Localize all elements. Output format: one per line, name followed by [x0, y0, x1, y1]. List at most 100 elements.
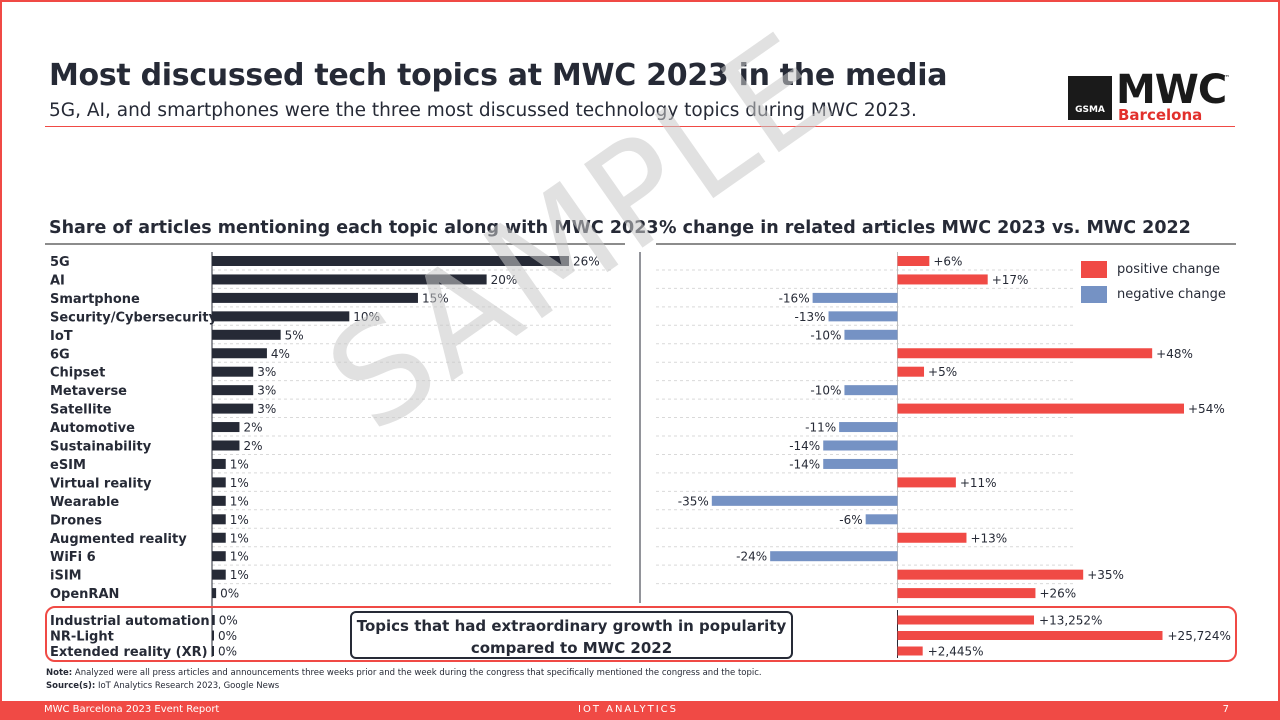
change-bar-security-cybersecurity — [828, 311, 898, 322]
change-label-openran: +26% — [1039, 587, 1076, 601]
legend-positive-label: positive change — [1117, 262, 1220, 277]
share-bar-isim — [212, 569, 226, 580]
change-label-extended-reality-xr: +2,445% — [928, 645, 984, 659]
category-label-wifi-6: WiFi 6 — [50, 550, 96, 565]
mwc-logo: GSMA MWC ™ Barcelona — [1068, 67, 1232, 124]
footnote-label: Note: — [46, 668, 73, 678]
category-label-extended-reality-xr: Extended reality (XR) — [50, 645, 208, 660]
change-bar-metaverse — [844, 385, 898, 396]
source-text: IoT Analytics Research 2023, Google News — [97, 681, 280, 691]
share-bar-chipset — [212, 366, 254, 377]
extraordinary-growth-callout: Topics that had extraordinary growth in … — [350, 611, 793, 659]
share-bar-ai — [212, 274, 487, 285]
share-label-chipset: 3% — [257, 365, 276, 379]
category-label-industrial-automation: Industrial automation — [50, 614, 210, 629]
change-label-5g: +6% — [933, 255, 962, 269]
share-bar-esim — [212, 458, 226, 469]
share-label-openran: 0% — [220, 587, 239, 601]
change-bar-automotive — [839, 422, 898, 433]
category-label-esim: eSIM — [50, 458, 86, 473]
footnote-text: Analyzed were all press articles and ann… — [74, 668, 762, 678]
left-chart-title: Share of articles mentioning each topic … — [49, 218, 659, 238]
share-label-esim: 1% — [230, 457, 249, 471]
change-label-wifi-6: -24% — [736, 550, 767, 564]
share-label-drones: 1% — [230, 513, 249, 527]
change-bar-smartphone — [812, 292, 898, 303]
legend-positive-swatch — [1081, 261, 1107, 278]
footer-brand: IOT ANALYTICS — [578, 704, 679, 715]
page-subtitle: 5G, AI, and smartphones were the three m… — [49, 100, 917, 121]
change-bar-nr-light — [897, 631, 1163, 640]
share-label-ai: 20% — [491, 273, 518, 287]
footnote: Note: Analyzed were all press articles a… — [46, 668, 762, 678]
category-label-5g: 5G — [50, 255, 70, 270]
share-label-6g: 4% — [271, 347, 290, 361]
share-label-wearable: 1% — [230, 494, 249, 508]
change-label-satellite: +54% — [1188, 402, 1225, 416]
change-bar-virtual-reality — [897, 477, 956, 488]
share-label-augmented-reality: 1% — [230, 531, 249, 545]
change-label-nr-light: +25,724% — [1168, 629, 1231, 643]
right-chart-title-rule — [656, 243, 1236, 245]
share-bar-smartphone — [212, 292, 418, 303]
share-bar-industrial-automation — [212, 615, 215, 625]
category-label-chipset: Chipset — [50, 366, 105, 381]
share-bar-sustainability — [212, 440, 240, 451]
left-chart-title-rule — [45, 243, 625, 245]
share-label-automotive: 2% — [243, 421, 262, 435]
change-bar-iot — [844, 329, 898, 340]
share-label-wifi-6: 1% — [230, 550, 249, 564]
category-label-nr-light: NR-Light — [50, 630, 114, 645]
share-bar-virtual-reality — [212, 477, 226, 488]
change-label-sustainability: -14% — [789, 439, 820, 453]
change-label-security-cybersecurity: -13% — [795, 310, 826, 324]
footer-report-name: MWC Barcelona 2023 Event Report — [44, 704, 220, 715]
share-label-extended-reality-xr: 0% — [218, 645, 237, 659]
share-bar-augmented-reality — [212, 532, 226, 543]
category-label-smartphone: Smartphone — [50, 292, 140, 307]
change-label-metaverse: -10% — [810, 384, 841, 398]
share-label-5g: 26% — [573, 255, 600, 269]
share-label-metaverse: 3% — [257, 384, 276, 398]
change-bar-drones — [865, 514, 898, 525]
change-label-esim: -14% — [789, 457, 820, 471]
share-bar-drones — [212, 514, 226, 525]
change-label-isim: +35% — [1087, 568, 1124, 582]
change-bar-augmented-reality — [897, 532, 967, 543]
change-bar-6g — [897, 348, 1153, 359]
category-label-6g: 6G — [50, 347, 70, 362]
category-label-metaverse: Metaverse — [50, 384, 127, 399]
share-label-nr-light: 0% — [218, 629, 237, 643]
category-label-drones: Drones — [50, 513, 102, 528]
category-label-augmented-reality: Augmented reality — [50, 532, 187, 547]
share-label-satellite: 3% — [257, 402, 276, 416]
gsma-badge: GSMA — [1068, 76, 1112, 120]
extraordinary-growth-highlight — [45, 606, 1237, 662]
change-bar-5g — [897, 256, 930, 266]
share-bar-automotive — [212, 422, 240, 433]
change-bar-wearable — [711, 495, 898, 506]
share-bar-wearable — [212, 495, 226, 506]
category-label-openran: OpenRAN — [50, 587, 119, 602]
change-bar-extended-reality-xr — [897, 646, 923, 656]
source-note: Source(s): IoT Analytics Research 2023, … — [46, 681, 279, 691]
change-label-chipset: +5% — [928, 365, 957, 379]
share-label-iot: 5% — [285, 328, 304, 342]
change-bar-chipset — [897, 366, 925, 377]
change-bar-wifi-6 — [770, 551, 898, 562]
change-label-6g: +48% — [1156, 347, 1193, 361]
change-bar-industrial-automation — [897, 615, 1035, 625]
share-bar-6g — [212, 348, 267, 359]
title-divider — [45, 126, 1235, 127]
category-label-sustainability: Sustainability — [50, 440, 152, 455]
category-label-security-cybersecurity: Security/Cybersecurity — [50, 310, 218, 325]
category-label-automotive: Automotive — [50, 421, 135, 436]
change-bar-sustainability — [823, 440, 898, 451]
share-label-isim: 1% — [230, 568, 249, 582]
share-bar-satellite — [212, 403, 254, 414]
legend-negative-swatch — [1081, 286, 1107, 303]
share-label-industrial-automation: 0% — [219, 614, 238, 628]
change-label-industrial-automation: +13,252% — [1039, 614, 1102, 628]
